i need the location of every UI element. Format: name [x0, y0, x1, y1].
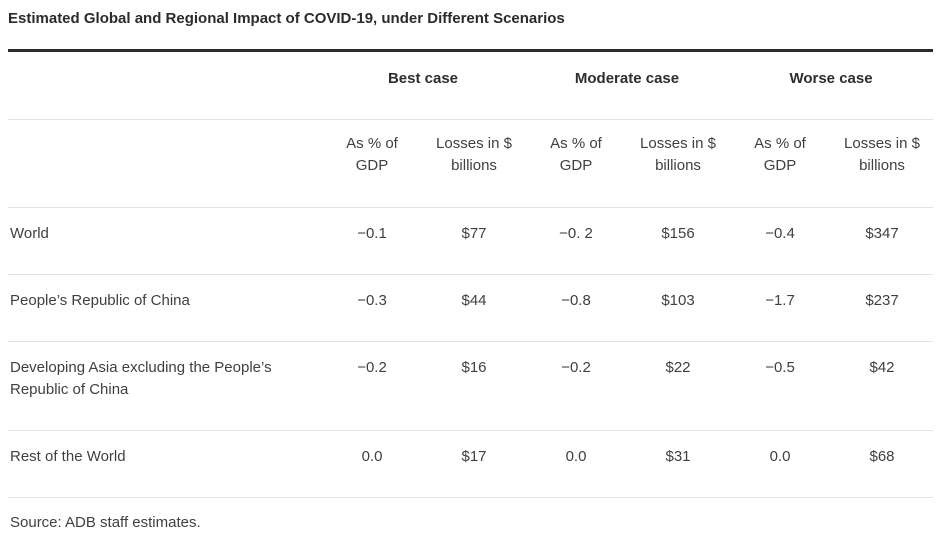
corner-cell: [8, 50, 321, 120]
cell-value: $237: [831, 274, 934, 342]
metric-header-gdp-moderate: As % of GDP: [525, 119, 627, 208]
metric-header-gdp-best: As % of GDP: [321, 119, 423, 208]
cell-value: $44: [423, 274, 525, 342]
metric-header-row: As % of GDP Losses in $ billions As % of…: [8, 119, 934, 208]
table-title: Estimated Global and Regional Impact of …: [8, 10, 565, 27]
cell-value: $16: [423, 341, 525, 431]
row-label: Developing Asia excluding the People’s R…: [8, 341, 321, 431]
corner-cell: [8, 119, 321, 208]
impact-table: Best case Moderate case Worse case As % …: [8, 49, 934, 558]
cell-value: $22: [627, 341, 729, 431]
cell-value: $68: [831, 430, 934, 498]
cell-value: $156: [627, 207, 729, 275]
cell-value: −0.2: [321, 341, 423, 431]
metric-header-losses-moderate: Losses in $ billions: [627, 119, 729, 208]
cell-value: −0.3: [321, 274, 423, 342]
cell-value: −0.4: [729, 207, 831, 275]
cell-value: 0.0: [321, 430, 423, 498]
table-row-prc: People’s Republic of China −0.3 $44 −0.8…: [8, 274, 934, 342]
cell-value: −0. 2: [525, 207, 627, 275]
cell-value: 0.0: [729, 430, 831, 498]
metric-header-gdp-worse: As % of GDP: [729, 119, 831, 208]
source-row: Source: ADB staff estimates.: [8, 497, 934, 558]
cell-value: $42: [831, 341, 934, 431]
cell-value: $347: [831, 207, 934, 275]
cell-value: $31: [627, 430, 729, 498]
row-label: World: [8, 207, 321, 275]
cell-value: $77: [423, 207, 525, 275]
cell-value: −0.5: [729, 341, 831, 431]
cell-value: 0.0: [525, 430, 627, 498]
row-label: Rest of the World: [8, 430, 321, 498]
metric-header-losses-best: Losses in $ billions: [423, 119, 525, 208]
table-row-world: World −0.1 $77 −0. 2 $156 −0.4 $347: [8, 207, 934, 275]
source-note: Source: ADB staff estimates.: [8, 497, 934, 558]
scenario-header-best: Best case: [321, 50, 525, 120]
scenario-header-moderate: Moderate case: [525, 50, 729, 120]
row-label: People’s Republic of China: [8, 274, 321, 342]
scenario-header-row: Best case Moderate case Worse case: [8, 50, 934, 120]
table-row-rest-of-world: Rest of the World 0.0 $17 0.0 $31 0.0 $6…: [8, 430, 934, 498]
table-row-developing-asia: Developing Asia excluding the People’s R…: [8, 341, 934, 431]
scenario-header-worse: Worse case: [729, 50, 934, 120]
cell-value: −0.2: [525, 341, 627, 431]
cell-value: −0.1: [321, 207, 423, 275]
cell-value: $103: [627, 274, 729, 342]
cell-value: −0.8: [525, 274, 627, 342]
cell-value: −1.7: [729, 274, 831, 342]
metric-header-losses-worse: Losses in $ billions: [831, 119, 934, 208]
cell-value: $17: [423, 430, 525, 498]
